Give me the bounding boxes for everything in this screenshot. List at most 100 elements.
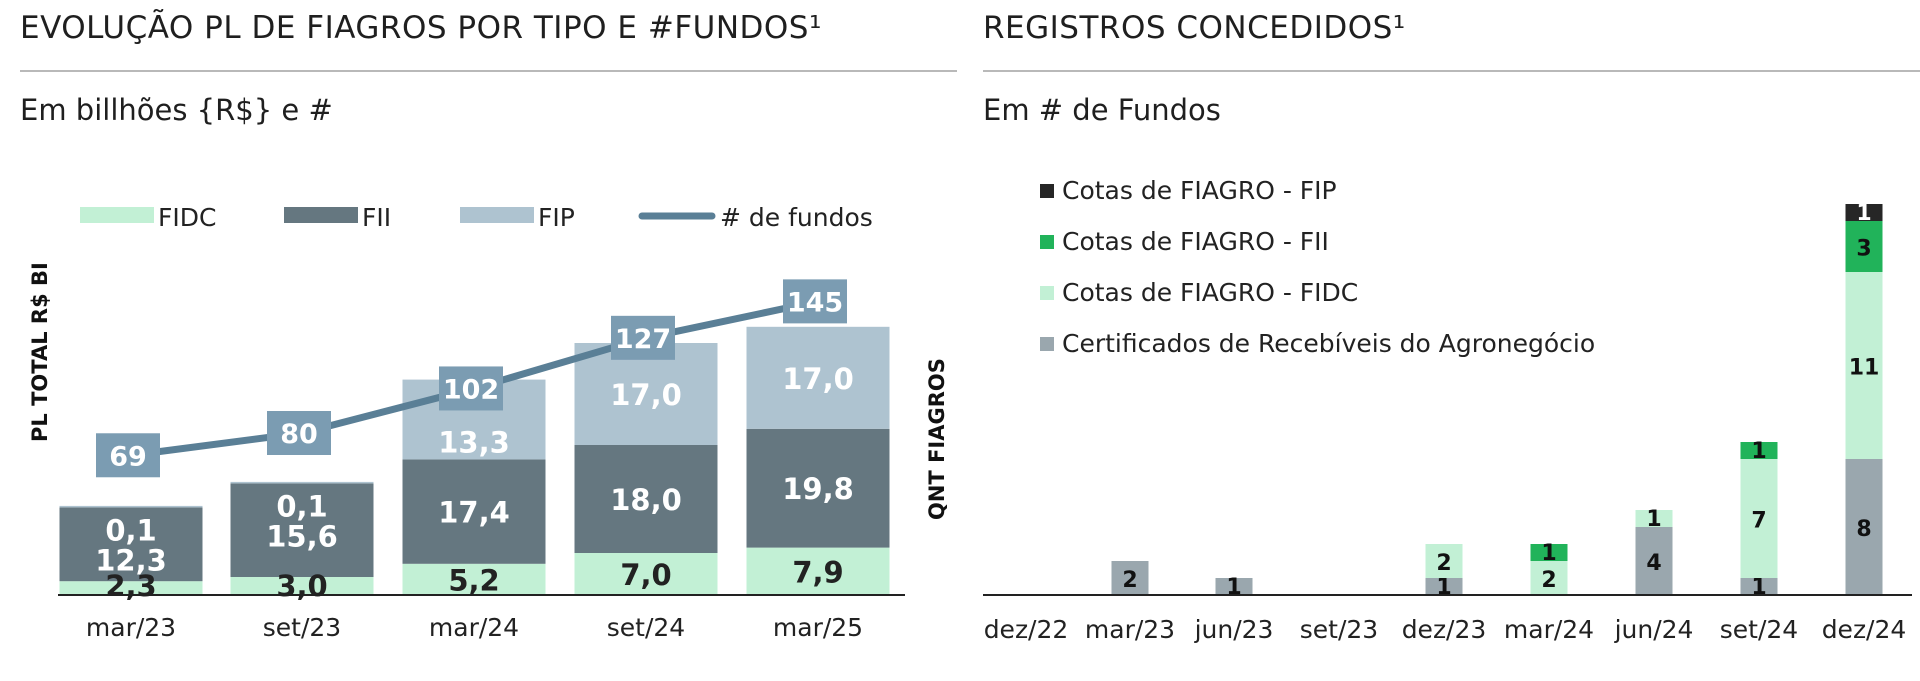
reg-bar-mar-24: [1530, 561, 1568, 595]
fundos-value-label: 69: [109, 441, 147, 472]
bar-value-label: 7,0: [620, 558, 671, 592]
legend-label-fip: FIP: [538, 203, 575, 232]
fundos-value-label: 145: [787, 287, 843, 318]
reg-bar-mar-24: [1530, 544, 1568, 561]
bar-fii-mar-23: [59, 507, 203, 582]
reg-bar-value-label: 1: [1226, 575, 1241, 600]
reg-bar-value-label: 1: [1436, 575, 1451, 600]
right-x-tick-label: dez/24: [1822, 615, 1907, 644]
bar-value-label: 17,4: [438, 496, 510, 530]
fundos-label-box: [611, 315, 675, 360]
left-x-tick-label: set/24: [607, 613, 685, 642]
reg-bar-value-label: 1: [1751, 575, 1766, 600]
bar-value-label: 17,0: [782, 362, 854, 396]
bar-fip-set-23: [230, 481, 374, 484]
bar-value-label: 7,9: [792, 555, 843, 589]
fundos-value-label: 127: [615, 324, 671, 355]
reg-bar-value-label: 1: [1856, 201, 1871, 226]
legend-label-fundos: # de fundos: [720, 203, 873, 232]
fundos-label-box: [439, 366, 503, 411]
reg-bar-value-label: 2: [1541, 568, 1556, 593]
bar-fidc-mar-24: [402, 563, 546, 595]
right-chart-title: REGISTROS CONCEDIDOS¹: [983, 10, 1406, 46]
right-x-tick-label: set/24: [1720, 615, 1798, 644]
bar-fidc-set-23: [230, 577, 374, 595]
reg-bar-dez-24: [1845, 204, 1883, 221]
bar-fii-set-23: [230, 483, 374, 577]
bar-value-label: 12,3: [95, 543, 167, 577]
reg-bar-dez-24: [1845, 221, 1883, 272]
right-x-tick-label: dez/22: [984, 615, 1069, 644]
reg-bar-set-24: [1740, 459, 1778, 578]
right-chart-subtitle: Em # de Fundos: [983, 93, 1221, 127]
bar-value-label: 2,3: [105, 569, 156, 603]
legend-label-fidc: FIDC: [158, 203, 216, 232]
reg-bar-value-label: 2: [1122, 568, 1137, 593]
left-x-tick-label: mar/24: [429, 613, 519, 642]
bar-fip-mar-25: [746, 326, 890, 429]
bar-fidc-mar-25: [746, 547, 890, 595]
reg-bar-value-label: 3: [1856, 237, 1871, 262]
reg-legend-label: Certificados de Recebíveis do Agronegóci…: [1062, 329, 1595, 358]
bar-fidc-mar-23: [59, 581, 203, 595]
reg-legend-label: Cotas de FIAGRO - FII: [1062, 227, 1329, 256]
right-x-tick-label: mar/24: [1504, 615, 1594, 644]
right-x-tick-label: mar/23: [1085, 615, 1175, 644]
legend-swatch-fidc: [80, 207, 154, 223]
right-title-divider: [983, 70, 1920, 72]
bar-fii-set-24: [574, 445, 718, 553]
reg-bar-dez-24: [1845, 272, 1883, 459]
bar-fip-set-24: [574, 343, 718, 445]
left-x-tick-label: mar/23: [86, 613, 176, 642]
left-chart-title: EVOLUÇÃO PL DE FIAGROS POR TIPO E #FUNDO…: [20, 10, 822, 46]
reg-bar-dez-24: [1845, 459, 1883, 595]
legend-swatch-fii: [284, 207, 358, 223]
bar-fidc-set-24: [574, 553, 718, 595]
bar-value-label: 15,6: [266, 519, 338, 553]
reg-legend-swatch: [1040, 337, 1054, 351]
reg-legend-label: Cotas de FIAGRO - FIDC: [1062, 278, 1358, 307]
bar-fii-mar-24: [402, 459, 546, 564]
reg-legend-label: Cotas de FIAGRO - FIP: [1062, 176, 1337, 205]
reg-bar-value-label: 8: [1856, 517, 1871, 542]
bar-value-label: 13,3: [438, 425, 510, 459]
reg-bar-value-label: 7: [1751, 509, 1766, 534]
right-x-tick-label: jun/24: [1614, 615, 1694, 644]
reg-bar-jun-23: [1215, 578, 1253, 595]
reg-bar-value-label: 1: [1751, 439, 1766, 464]
bar-value-label: 18,0: [610, 483, 682, 517]
reg-bar-value-label: 1: [1646, 507, 1661, 532]
left-chart-subtitle: Em billhões {R$} e #: [20, 93, 333, 127]
reg-bar-dez-23: [1425, 578, 1463, 595]
reg-bar-value-label: 1: [1541, 541, 1556, 566]
reg-bar-dez-23: [1425, 544, 1463, 578]
reg-bar-jun-24: [1635, 527, 1673, 595]
bar-value-label: 0,1: [105, 513, 156, 547]
fundos-label-box: [96, 433, 160, 478]
fundos-value-label: 102: [443, 374, 499, 405]
bar-value-label: 3,0: [276, 569, 327, 603]
reg-legend-swatch: [1040, 184, 1054, 198]
left-x-tick-label: set/23: [263, 613, 341, 642]
reg-bar-mar-23: [1111, 561, 1149, 595]
bar-value-label: 17,0: [610, 378, 682, 412]
reg-bar-value-label: 2: [1436, 551, 1451, 576]
left-y-axis-title: PL TOTAL R$ BI: [28, 262, 52, 442]
fundos-value-label: 80: [280, 419, 318, 450]
bar-value-label: 5,2: [448, 563, 499, 597]
reg-bar-value-label: 4: [1646, 551, 1661, 576]
right-x-tick-label: set/23: [1300, 615, 1378, 644]
left-x-tick-label: mar/25: [773, 613, 863, 642]
bar-fii-mar-25: [746, 428, 890, 548]
left-title-divider: [20, 70, 957, 72]
bar-value-label: 0,1: [276, 489, 327, 523]
reg-legend-swatch: [1040, 286, 1054, 300]
right-x-tick-label: dez/23: [1402, 615, 1487, 644]
reg-bar-set-24: [1740, 442, 1778, 459]
legend-label-fii: FII: [362, 203, 391, 232]
bar-value-label: 19,8: [782, 472, 854, 506]
right-y-axis-title: QNT FIAGROS: [925, 358, 949, 520]
reg-legend-swatch: [1040, 235, 1054, 249]
fundos-label-box: [783, 279, 847, 324]
